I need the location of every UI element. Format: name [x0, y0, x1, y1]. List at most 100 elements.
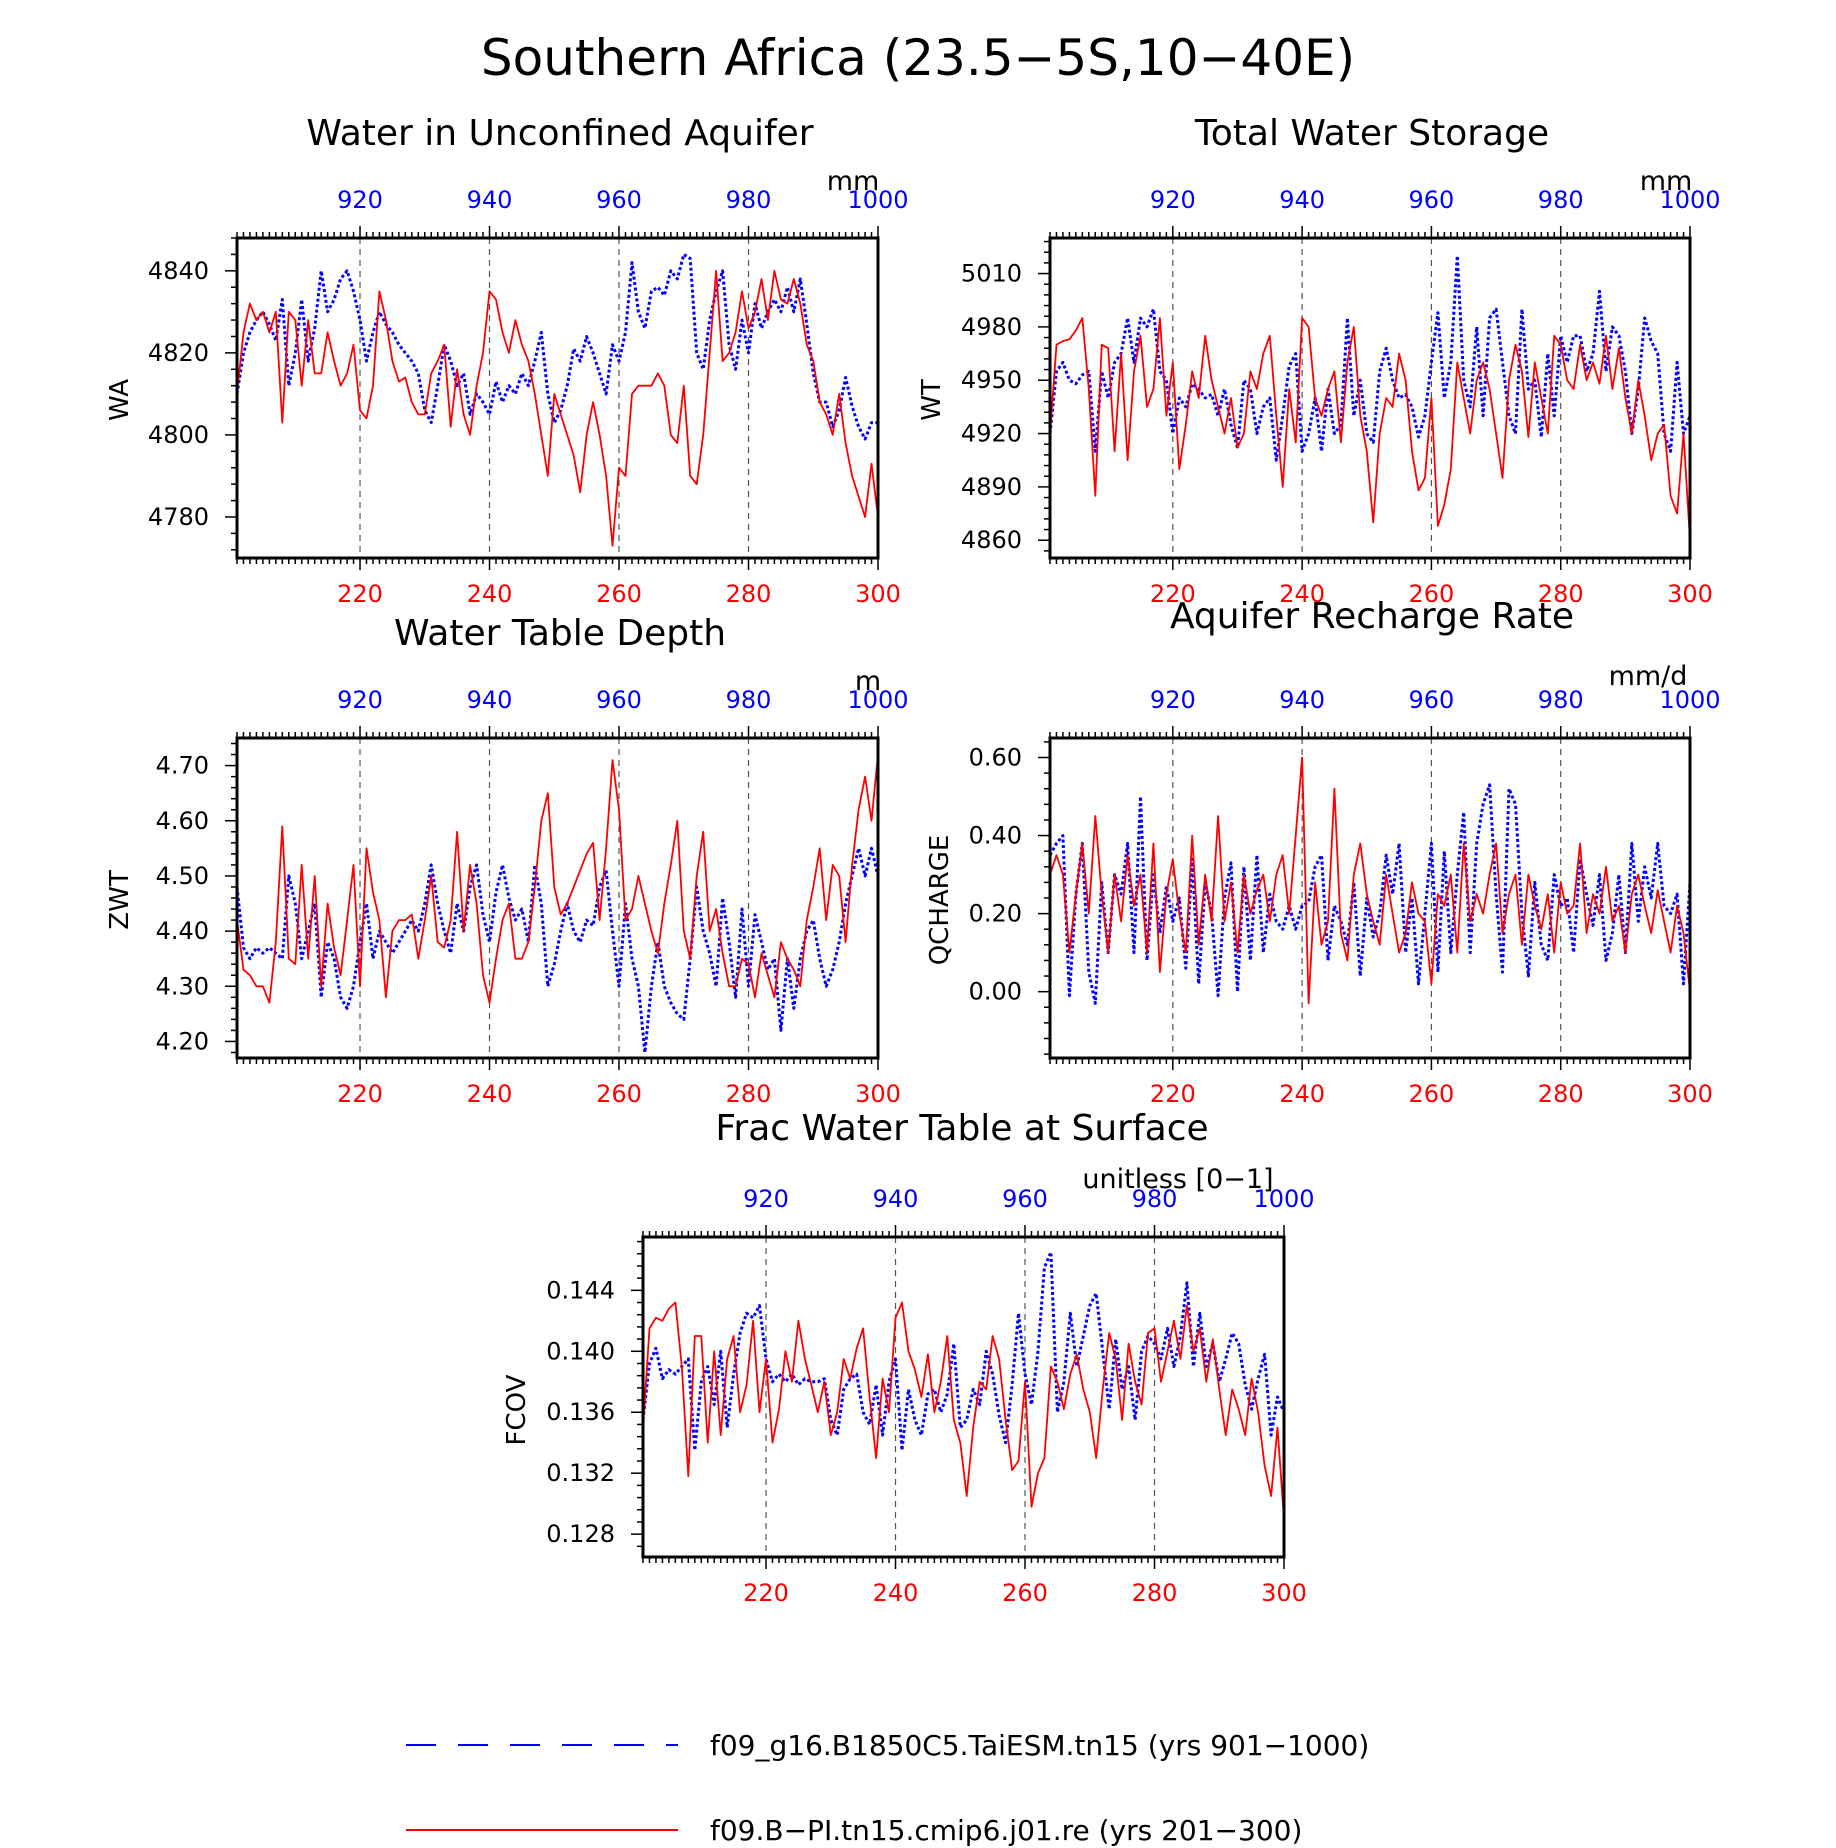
x-tick-label-top: 940	[873, 1185, 919, 1213]
x-tick-label-bottom: 300	[1261, 1579, 1307, 1607]
x-tick-label-top: 980	[1538, 686, 1584, 714]
y-axis-label: FCOV	[502, 1374, 532, 1445]
panel-title: Aquifer Recharge Rate	[1170, 596, 1574, 637]
x-tick-label-top: 940	[1279, 686, 1325, 714]
units-label: mm	[827, 166, 880, 197]
y-tick-label: 4950	[961, 366, 1022, 394]
x-tick-label-top: 940	[467, 186, 513, 214]
x-tick-label-top: 1000	[1659, 186, 1720, 214]
x-tick-label-bottom: 260	[1002, 1579, 1048, 1607]
units-label: mm	[1640, 166, 1693, 197]
y-axis-label: QCHARGE	[925, 835, 955, 966]
y-tick-label: 4920	[961, 420, 1022, 448]
x-tick-label-top: 980	[1132, 1185, 1178, 1213]
y-tick-label: 0.140	[546, 1337, 615, 1365]
y-tick-label: 5010	[961, 260, 1022, 288]
x-tick-label-top: 980	[726, 686, 772, 714]
y-axis-label: ZWT	[105, 870, 135, 930]
series-line-solid	[236, 754, 879, 1004]
y-tick-label: 4.60	[156, 807, 209, 835]
y-tick-label: 4820	[148, 339, 209, 367]
y-tick-label: 4.50	[156, 862, 209, 890]
x-tick-label-top: 920	[1150, 186, 1196, 214]
legend: f09_g16.B1850C5.TaiESM.tn15 (yrs 901−100…	[406, 1729, 1369, 1847]
panel-title: Water Table Depth	[394, 613, 726, 654]
x-tick-label-bottom: 300	[1667, 580, 1713, 608]
x-tick-label-top: 960	[596, 186, 642, 214]
series-line-dashed	[1048, 254, 1692, 462]
series-line-solid	[236, 269, 879, 547]
panel-title: Frac Water Table at Surface	[715, 1108, 1208, 1149]
plot-qcharge: 220 240 260 280 300 920 940 960 980 1000 0.00 0.20 0…	[969, 686, 1721, 1108]
plot-wa: 220 240 260 280 300 920 940 960 980 1000 4780 4800 4…	[148, 186, 909, 608]
x-tick-label-bottom: 260	[1409, 580, 1455, 608]
y-tick-label: 0.128	[546, 1520, 615, 1548]
y-tick-label: 0.40	[969, 822, 1022, 850]
panel-wt: Total Water Storage mm WT	[917, 113, 1692, 421]
x-tick-label-bottom: 280	[1538, 580, 1584, 608]
y-tick-label: 4.70	[156, 752, 209, 780]
y-tick-label: 4860	[961, 526, 1022, 554]
units-label: m	[855, 666, 881, 697]
x-tick-label-bottom: 240	[1279, 580, 1325, 608]
x-tick-label-bottom: 280	[726, 580, 772, 608]
x-tick-label-bottom: 300	[855, 580, 901, 608]
x-tick-label-top: 1000	[847, 686, 908, 714]
series-line-solid	[1049, 317, 1691, 541]
x-tick-label-top: 920	[743, 1185, 789, 1213]
series-line-dashed	[235, 846, 880, 1054]
y-tick-label: 0.144	[546, 1276, 615, 1304]
y-tick-label: 4980	[961, 313, 1022, 341]
legend-label: f09.B−PI.tn15.cmip6.j01.re (yrs 201−300)	[710, 1814, 1302, 1847]
x-tick-label-bottom: 280	[726, 1080, 772, 1108]
panel-title: Total Water Storage	[1194, 113, 1549, 154]
plot-fcov: 220 240 260 280 300 920 940 960 980 1000 0.128 0.13…	[546, 1185, 1314, 1607]
x-tick-label-top: 920	[1150, 686, 1196, 714]
panel-fcov: Frac Water Table at Surface unitless [0−…	[502, 1108, 1274, 1445]
x-tick-label-top: 940	[1279, 186, 1325, 214]
legend-label: f09_g16.B1850C5.TaiESM.tn15 (yrs 901−100…	[710, 1729, 1369, 1762]
x-tick-label-bottom: 300	[855, 1080, 901, 1108]
x-tick-label-top: 1000	[1253, 1185, 1314, 1213]
x-tick-label-bottom: 280	[1132, 1579, 1178, 1607]
x-tick-label-bottom: 260	[1409, 1080, 1455, 1108]
series-line-solid	[1049, 756, 1691, 1005]
y-axis-label: WT	[917, 379, 947, 421]
y-tick-label: 0.60	[969, 744, 1022, 772]
x-tick-label-bottom: 280	[1538, 1080, 1584, 1108]
x-tick-label-top: 980	[1538, 186, 1584, 214]
plot-zwt: 220 240 260 280 300 920 940 960 980 1000 4.20 4.30 4…	[156, 686, 909, 1108]
x-tick-label-bottom: 240	[467, 580, 513, 608]
units-label: unitless [0−1]	[1082, 1164, 1273, 1195]
panel-wa: Water in Unconfined Aquifer mm WA	[105, 113, 879, 421]
x-tick-label-top: 960	[1002, 1185, 1048, 1213]
y-tick-label: 0.136	[546, 1398, 615, 1426]
x-tick-label-bottom: 220	[337, 1080, 383, 1108]
panel-zwt: Water Table Depth m ZWT	[105, 613, 881, 930]
x-tick-label-top: 980	[726, 186, 772, 214]
y-tick-label: 4890	[961, 473, 1022, 501]
y-tick-label: 0.20	[969, 900, 1022, 928]
y-tick-label: 4.30	[156, 972, 209, 1000]
units-label: mm/d	[1609, 661, 1688, 692]
x-tick-label-bottom: 260	[596, 580, 642, 608]
plot-frame	[641, 1235, 1286, 1559]
plot-frame	[235, 236, 880, 560]
x-tick-label-top: 1000	[1659, 686, 1720, 714]
x-tick-label-bottom: 240	[873, 1579, 919, 1607]
y-tick-label: 4780	[148, 503, 209, 531]
x-tick-label-bottom: 220	[1150, 1080, 1196, 1108]
panel-qcharge: Aquifer Recharge Rate mm/d QCHARGE	[925, 596, 1687, 965]
plot-wt: 220 240 260 280 300 920 940 960 980 1000 4860 4890 4…	[961, 186, 1721, 608]
x-tick-label-bottom: 220	[1150, 580, 1196, 608]
plots-layer: 220 240 260 280 300 920 940 960 980 1000 4780 4800 4…	[148, 186, 1721, 1607]
y-axis-label: WA	[105, 379, 135, 421]
y-tick-label: 4.20	[156, 1027, 209, 1055]
series-line-dashed	[235, 252, 878, 441]
x-tick-label-top: 1000	[847, 186, 908, 214]
x-tick-label-bottom: 300	[1667, 1080, 1713, 1108]
x-tick-label-top: 960	[1409, 186, 1455, 214]
x-tick-label-bottom: 220	[337, 580, 383, 608]
x-tick-label-bottom: 240	[1279, 1080, 1325, 1108]
